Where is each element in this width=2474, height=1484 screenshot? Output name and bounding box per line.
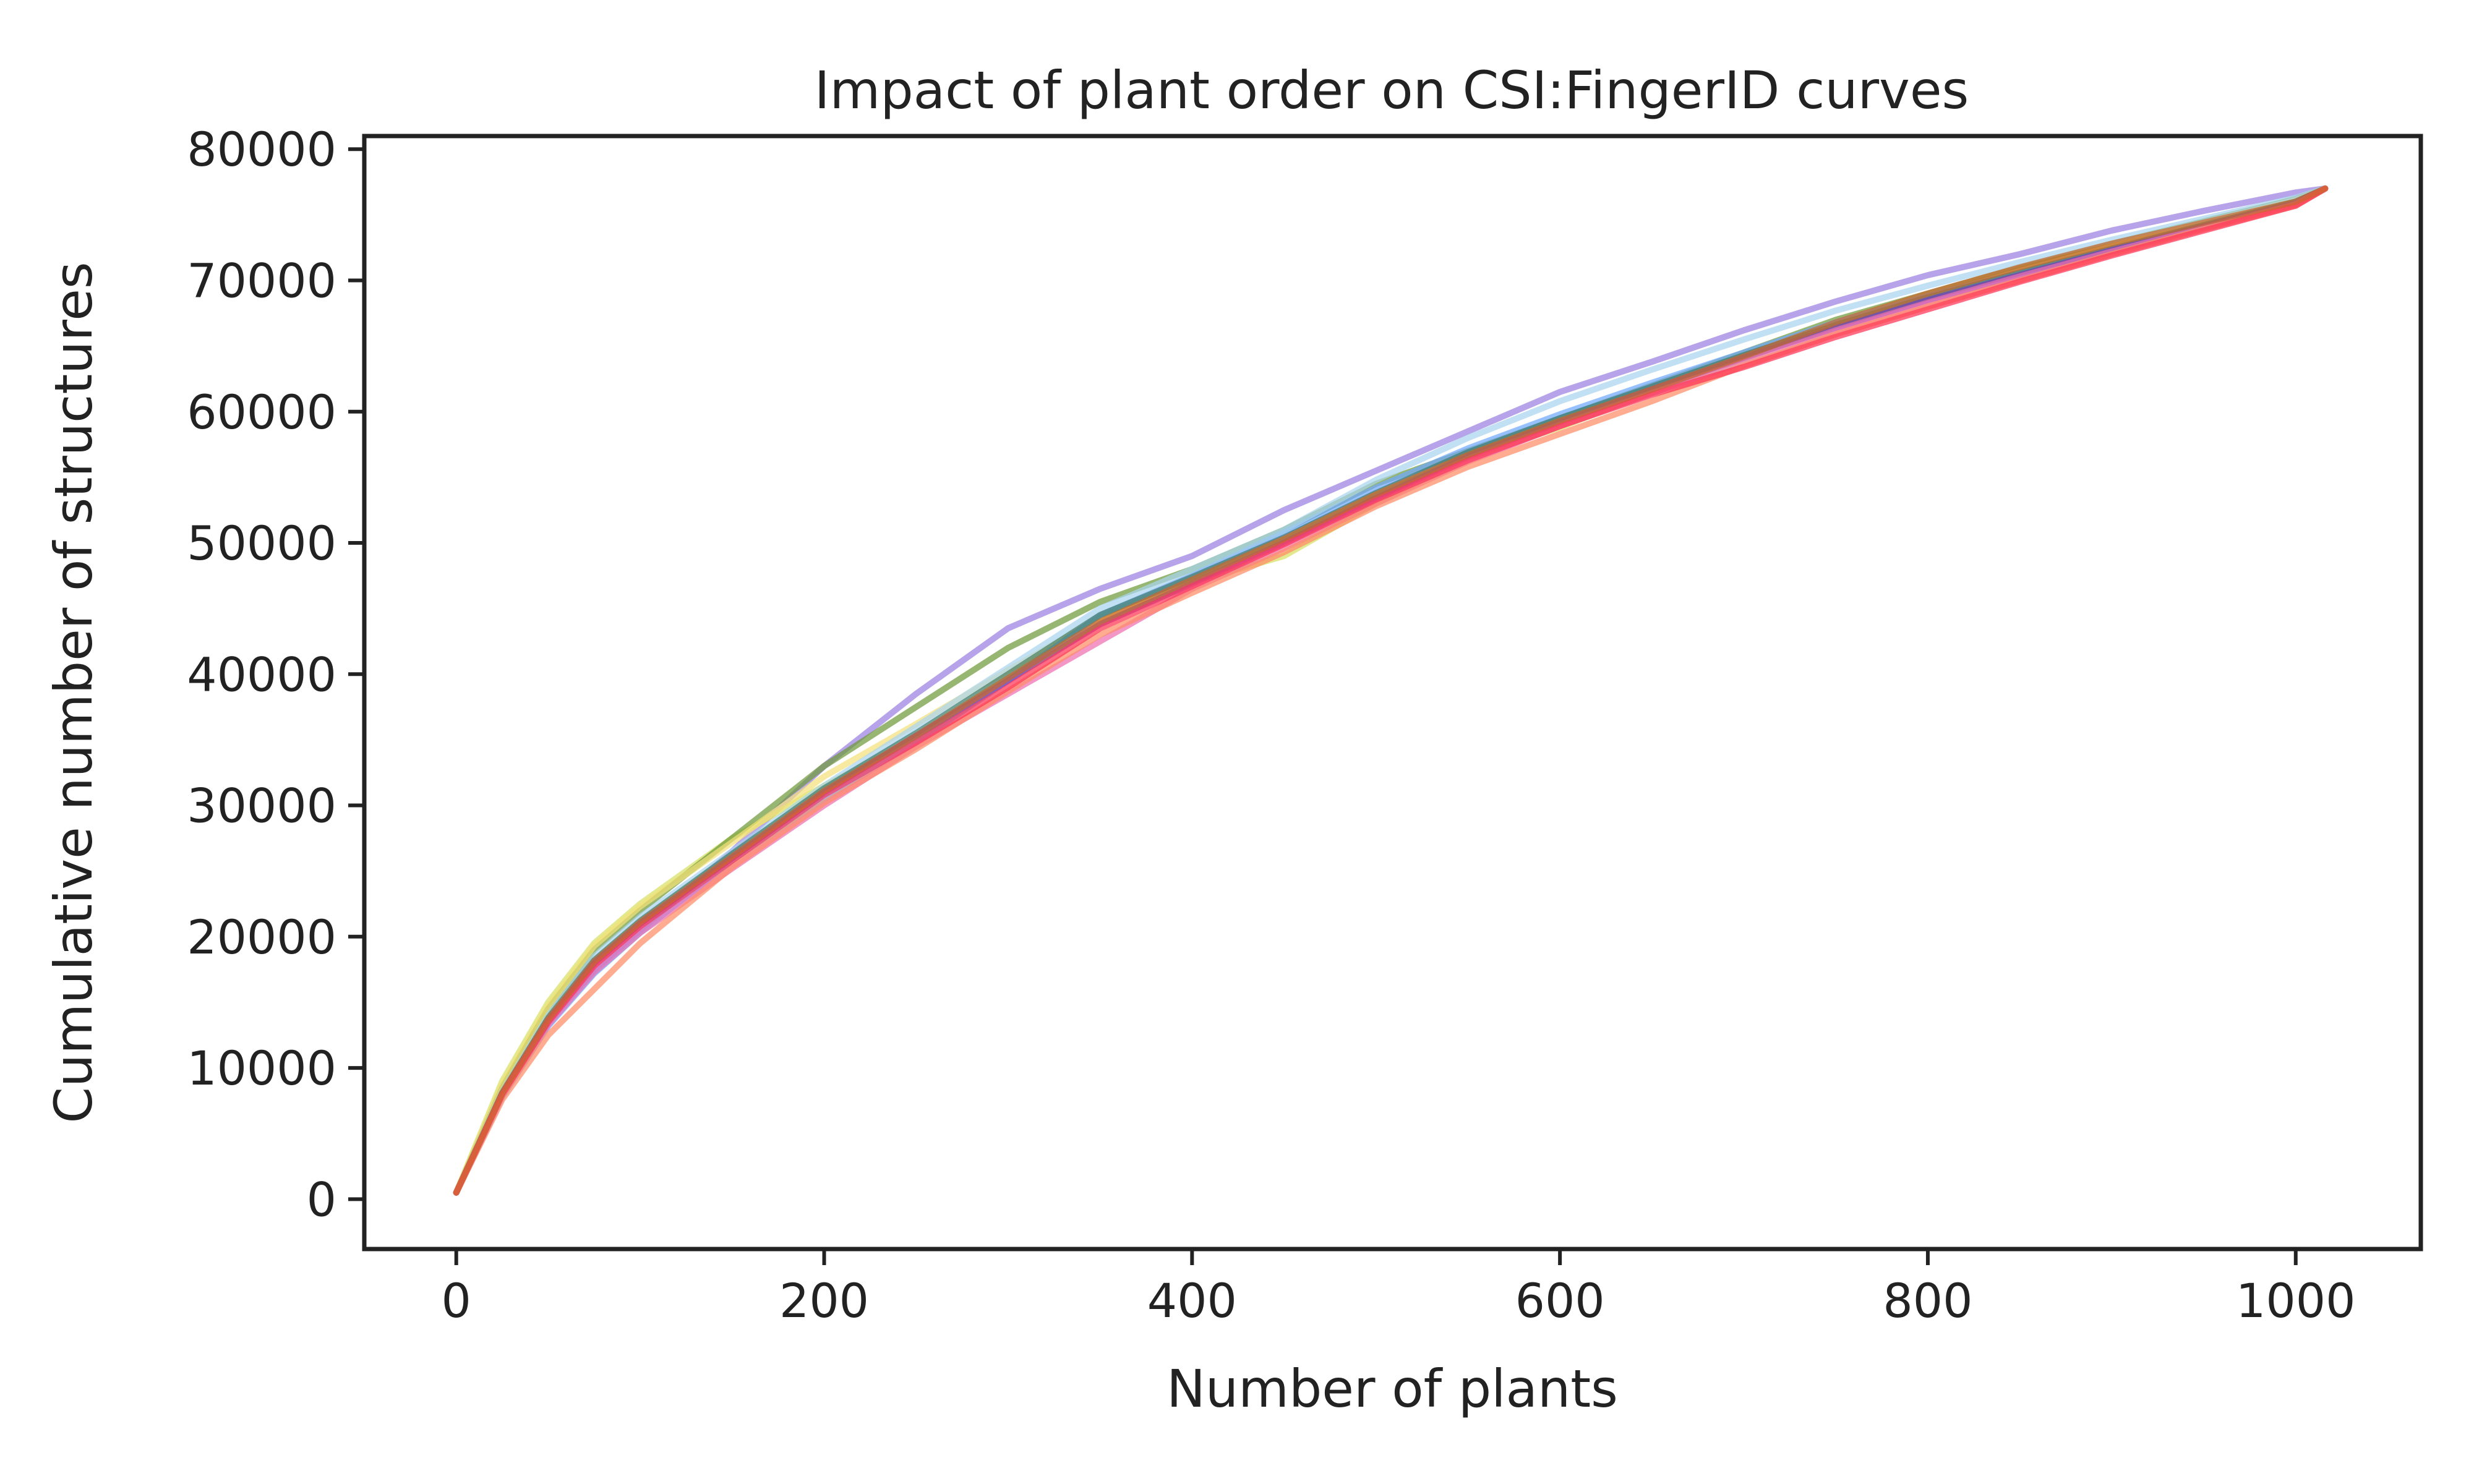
series-line-12 (453, 185, 2329, 1196)
y-tick-label: 10000 (187, 1041, 336, 1096)
chart-title: Impact of plant order on CSI:FingerID cu… (815, 60, 1969, 121)
y-axis-label: Cumulative number of structures (43, 262, 104, 1123)
series-layer (453, 185, 2329, 1196)
x-tick-label: 400 (1147, 1273, 1237, 1328)
x-tick-label: 1000 (2236, 1273, 2355, 1328)
y-tick-label: 30000 (187, 778, 336, 834)
y-axis: 0 10000 20000 30000 40000 50000 60000 70000 8000… (187, 122, 364, 1227)
x-axis: 0 200 400 600 800 1000 (442, 1249, 2355, 1328)
x-axis-label: Number of plants (1166, 1358, 1618, 1419)
y-tick-label: 60000 (187, 385, 336, 440)
x-tick-label: 600 (1515, 1273, 1605, 1328)
x-tick-label: 200 (779, 1273, 869, 1328)
y-tick-label: 70000 (187, 253, 336, 308)
x-tick-label: 0 (442, 1273, 471, 1328)
y-tick-label: 20000 (187, 910, 336, 965)
y-tick-label: 40000 (187, 647, 336, 702)
y-tick-label: 0 (307, 1172, 336, 1227)
plot-area-frame (362, 134, 2423, 1252)
x-tick-label: 800 (1883, 1273, 1972, 1328)
y-tick-label: 50000 (187, 516, 336, 571)
y-tick-label: 80000 (187, 122, 336, 177)
